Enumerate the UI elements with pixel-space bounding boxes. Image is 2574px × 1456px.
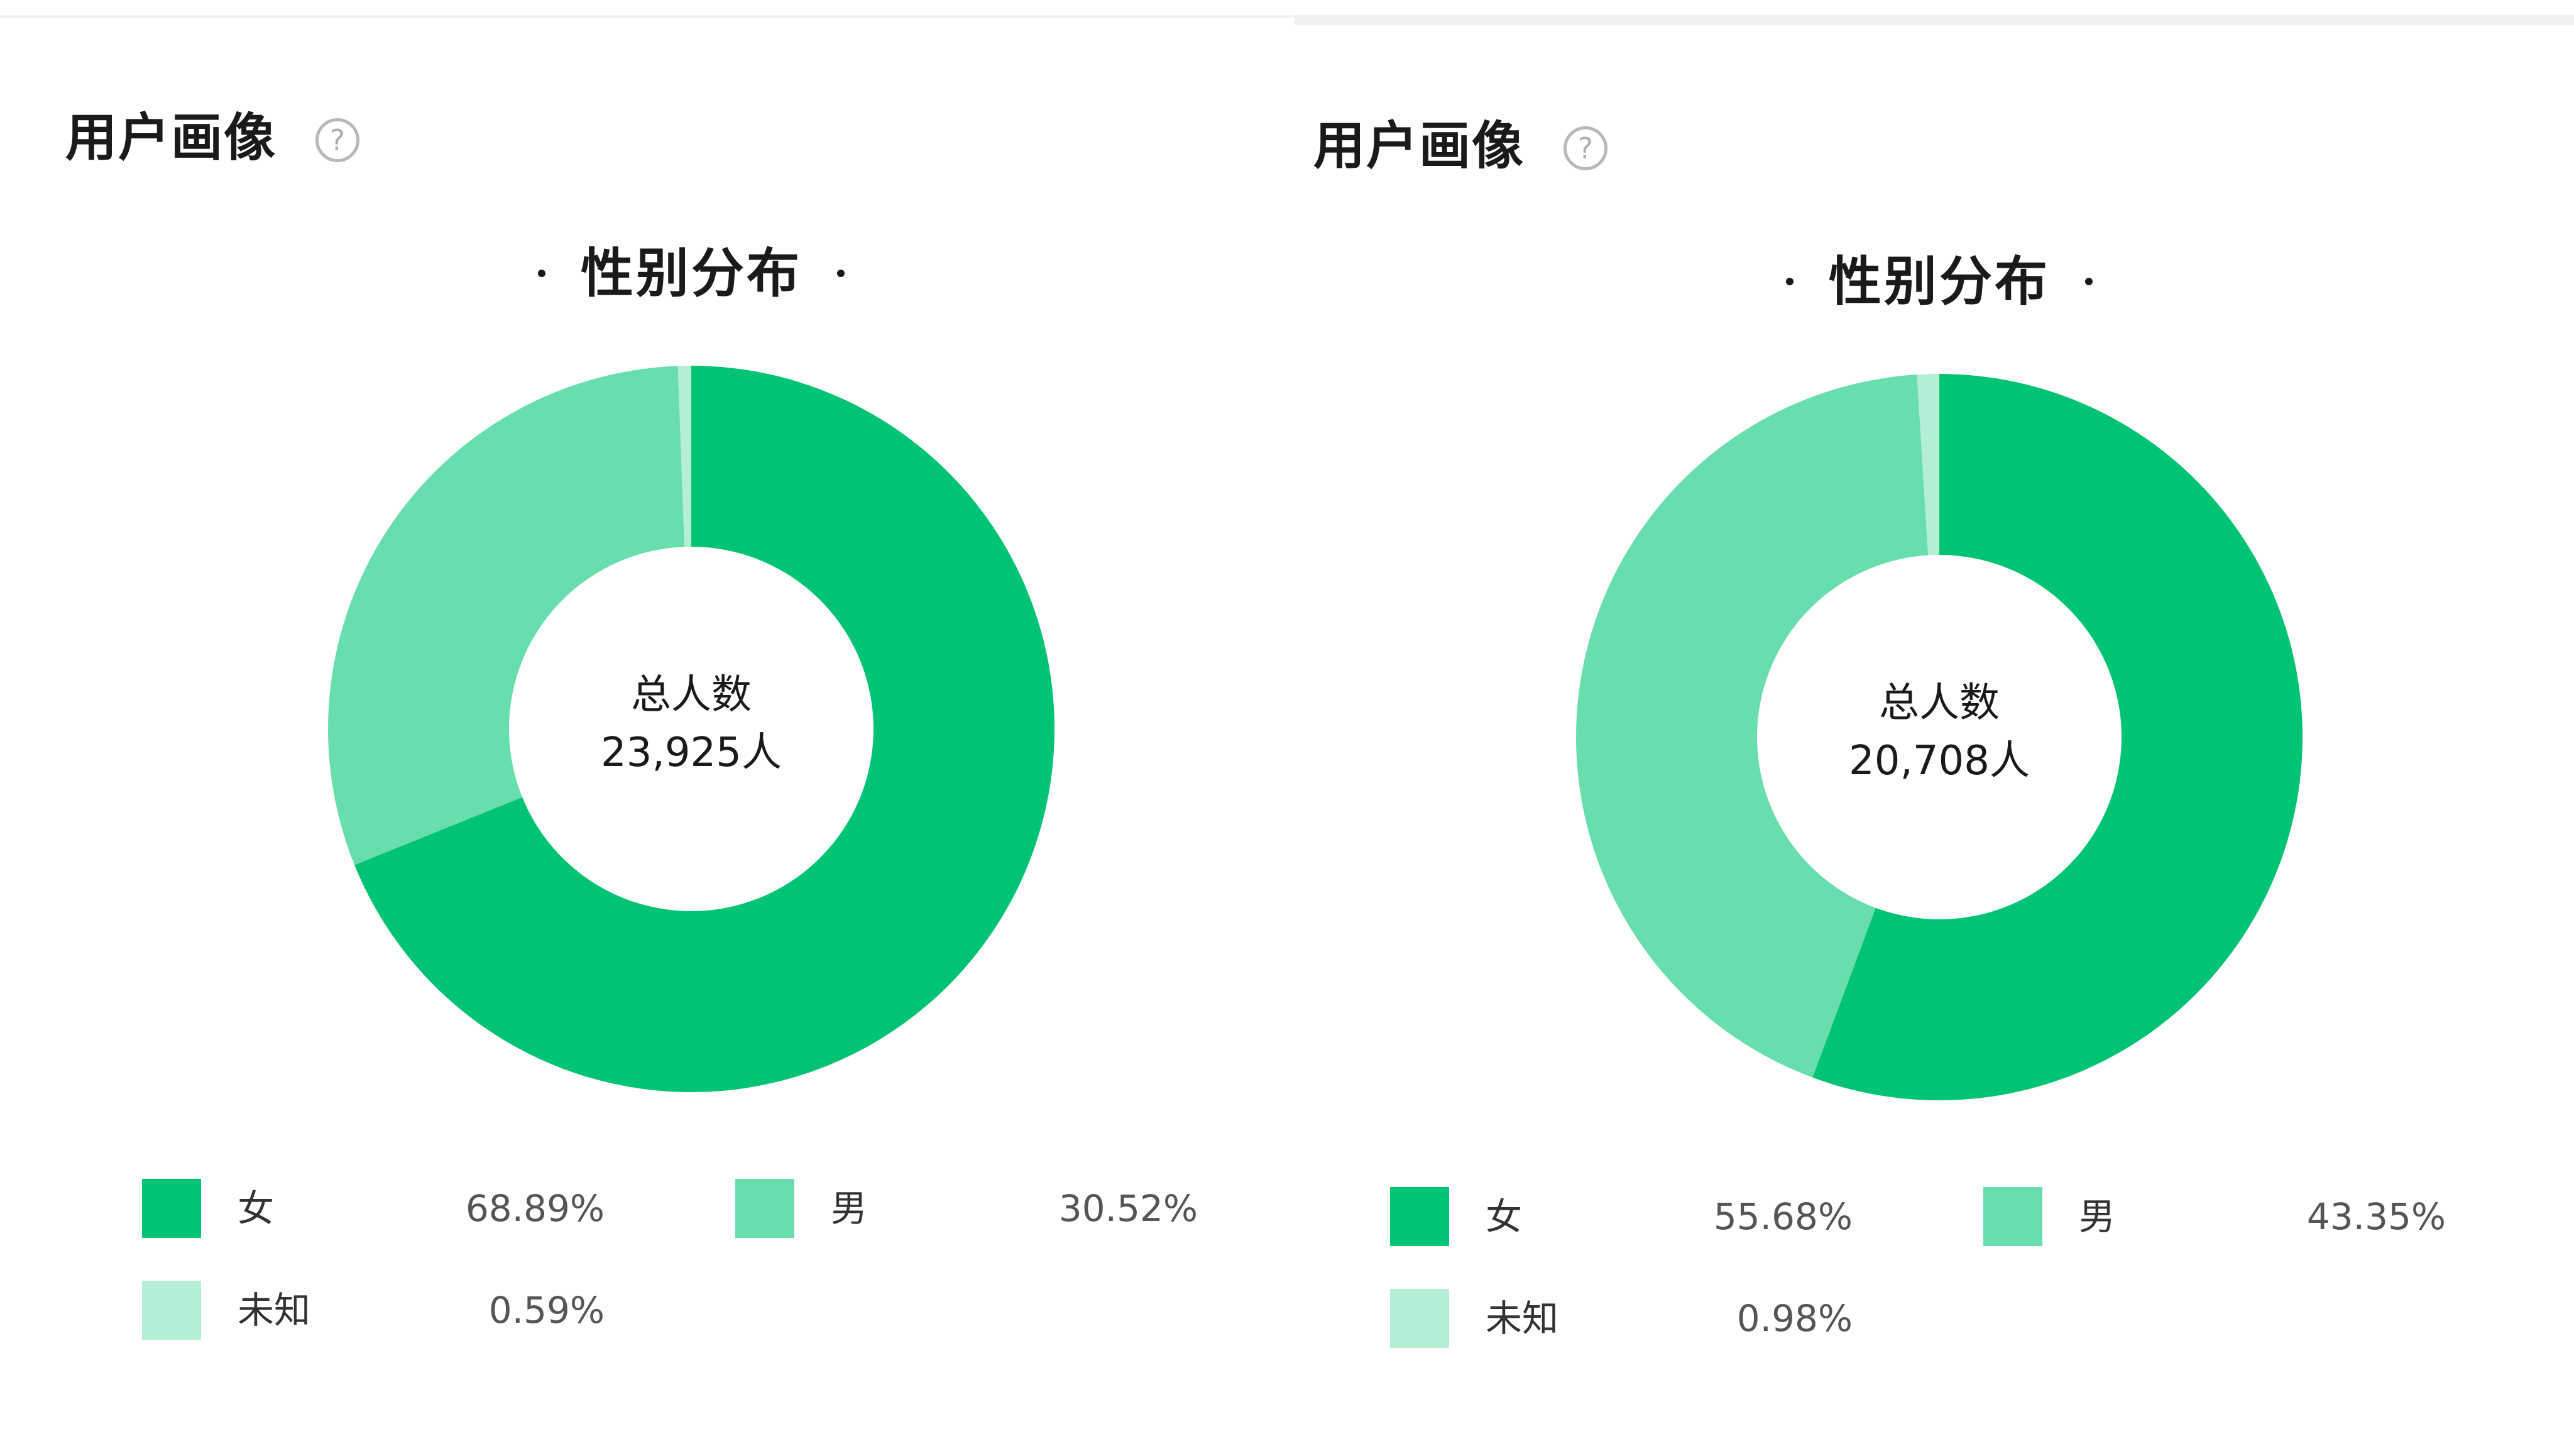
legend-item-female[interactable]: 女 55.68% — [1390, 1187, 1853, 1250]
help-icon[interactable]: ? — [1564, 126, 1607, 170]
donut-slice-male[interactable] — [1575, 375, 1929, 1078]
donut-slice-female[interactable] — [1812, 374, 2303, 1100]
donut-slice-unknown[interactable] — [1917, 374, 1939, 556]
legend-swatch-unknown — [1390, 1289, 1449, 1348]
legend-label: 未知 — [1486, 1297, 1559, 1340]
legend-value: 0.98% — [1736, 1297, 1853, 1340]
donut-slice-unknown[interactable] — [677, 366, 691, 547]
legend-value: 30.52% — [1058, 1187, 1198, 1230]
gender-donut-chart — [328, 366, 1054, 1093]
legend-item-unknown[interactable]: 未知 0.98% — [1390, 1289, 1853, 1352]
donut-center-label: 总人数 20,708人 — [1763, 674, 2115, 790]
total-label: 总人数 — [631, 672, 752, 718]
top-divider-right — [1295, 15, 2574, 25]
legend-value: 55.68% — [1713, 1195, 1853, 1238]
legend-label: 男 — [2079, 1195, 2116, 1238]
legend-label: 男 — [831, 1187, 868, 1230]
legend-item-unknown[interactable]: 未知 0.59% — [142, 1281, 605, 1344]
total-value: 23,925人 — [601, 730, 782, 776]
legend-value: 43.35% — [2306, 1195, 2446, 1238]
chart-title: 性别分布 — [1248, 247, 2574, 316]
legend-swatch-female — [142, 1179, 201, 1238]
legend-swatch-male — [735, 1179, 794, 1238]
title-dot-left — [537, 270, 545, 278]
legend-item-male[interactable]: 男 43.35% — [1983, 1187, 2446, 1250]
total-value: 20,708人 — [1849, 738, 2030, 784]
title-dot-right — [2085, 278, 2093, 286]
chart-title: 性别分布 — [0, 239, 1383, 308]
section-title: 用户画像 — [1313, 116, 1525, 176]
user-profile-panel-2: 用户画像 ? 性别分布 总人数 20,708人 女 55.68% 男 43.35… — [1248, 8, 2535, 1456]
donut-slice-female[interactable] — [354, 366, 1054, 1093]
title-dot-right — [837, 270, 845, 278]
title-dot-left — [1785, 278, 1794, 286]
legend-value: 0.59% — [488, 1289, 605, 1332]
legend-item-male[interactable]: 男 30.52% — [735, 1179, 1198, 1242]
legend-label: 女 — [238, 1187, 275, 1230]
total-label: 总人数 — [1879, 680, 2000, 726]
legend-swatch-unknown — [142, 1281, 201, 1340]
legend-item-female[interactable]: 女 68.89% — [142, 1179, 605, 1242]
legend-label: 女 — [1486, 1195, 1523, 1238]
gender-donut-chart — [1575, 374, 2303, 1100]
help-icon[interactable]: ? — [315, 118, 359, 162]
donut-center-label: 总人数 23,925人 — [515, 666, 867, 782]
chart-title-text: 性别分布 — [580, 243, 802, 304]
legend-swatch-male — [1983, 1187, 2042, 1246]
section-title: 用户画像 — [65, 108, 277, 168]
legend-value: 68.89% — [465, 1187, 605, 1230]
legend-swatch-female — [1390, 1187, 1449, 1246]
legend-label: 未知 — [238, 1289, 311, 1332]
chart-title-text: 性别分布 — [1828, 251, 2050, 312]
user-profile-panel-1: 用户画像 ? 性别分布 总人数 23,925人 女 68.89% 男 30.52… — [0, 0, 1287, 1448]
top-divider-left — [0, 15, 1295, 18]
donut-slice-male[interactable] — [328, 366, 685, 865]
